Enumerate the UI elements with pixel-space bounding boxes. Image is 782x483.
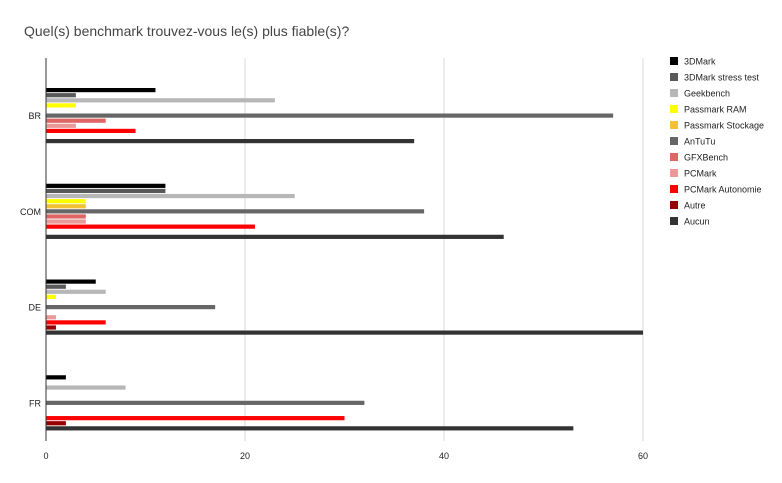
legend-swatch (670, 137, 678, 145)
x-tick-label: 20 (240, 451, 250, 461)
legend-label: 3DMark stress test (684, 73, 760, 83)
bar (46, 279, 96, 284)
bar (46, 188, 166, 194)
bar (46, 375, 66, 380)
axes: 0 20 40 60 BR COM DE FR (20, 58, 648, 461)
bar (46, 294, 56, 299)
legend-swatch (670, 201, 678, 209)
bar (46, 118, 106, 123)
chart-title: Quel(s) benchmark trouvez-vous le(s) plu… (24, 23, 349, 39)
bar (46, 209, 425, 214)
bar (46, 98, 275, 103)
bar (46, 305, 216, 310)
category-label: DE (28, 303, 41, 313)
bar (46, 204, 86, 209)
legend-swatch (670, 105, 678, 113)
legend-swatch (670, 217, 678, 225)
bar (46, 123, 76, 128)
bar (46, 113, 614, 118)
bar (46, 199, 86, 204)
gridlines (244, 58, 644, 441)
category-label: FR (29, 398, 41, 408)
bar (46, 385, 126, 390)
bar (46, 289, 106, 294)
legend-label: PCMark Autonomie (684, 185, 762, 195)
bar (46, 284, 66, 289)
legend-swatch (670, 73, 678, 81)
legend-swatch (670, 185, 678, 193)
bar (46, 330, 643, 335)
bar (46, 315, 56, 320)
legend-swatch (670, 57, 678, 65)
bar (46, 421, 66, 426)
legend-label: Passmark RAM (684, 105, 747, 115)
legend-label: 3DMark (684, 57, 716, 67)
legend-label: GFXBench (684, 153, 728, 163)
x-tick-label: 60 (638, 451, 648, 461)
legend-swatch (670, 153, 678, 161)
bar (46, 325, 56, 330)
bars (46, 88, 643, 431)
bar (46, 183, 166, 188)
bar (46, 234, 504, 239)
bar (46, 320, 106, 325)
bar (46, 426, 574, 431)
x-tick-label: 40 (439, 451, 449, 461)
legend: 3DMark 3DMark stress test Geekbench Passmar… (670, 57, 764, 227)
bar (46, 219, 86, 224)
legend-label: Autre (684, 201, 706, 211)
legend-swatch (670, 89, 678, 97)
category-label: COM (20, 207, 41, 217)
bar (46, 224, 255, 229)
legend-label: PCMark (684, 169, 717, 179)
bar (46, 93, 76, 98)
bar (46, 416, 345, 421)
bar (46, 193, 295, 199)
bar (46, 128, 136, 133)
x-tick-label: 0 (43, 451, 48, 461)
legend-swatch (670, 169, 678, 177)
bar (46, 88, 156, 93)
bar (46, 139, 415, 144)
legend-swatch (670, 121, 678, 129)
bar (46, 214, 86, 219)
bar (46, 400, 365, 405)
legend-label: AnTuTu (684, 137, 715, 147)
legend-label: Aucun (684, 217, 710, 227)
legend-label: Passmark Stockage (684, 121, 764, 131)
legend-label: Geekbench (684, 89, 730, 99)
category-label: BR (28, 111, 41, 121)
bar (46, 103, 76, 108)
